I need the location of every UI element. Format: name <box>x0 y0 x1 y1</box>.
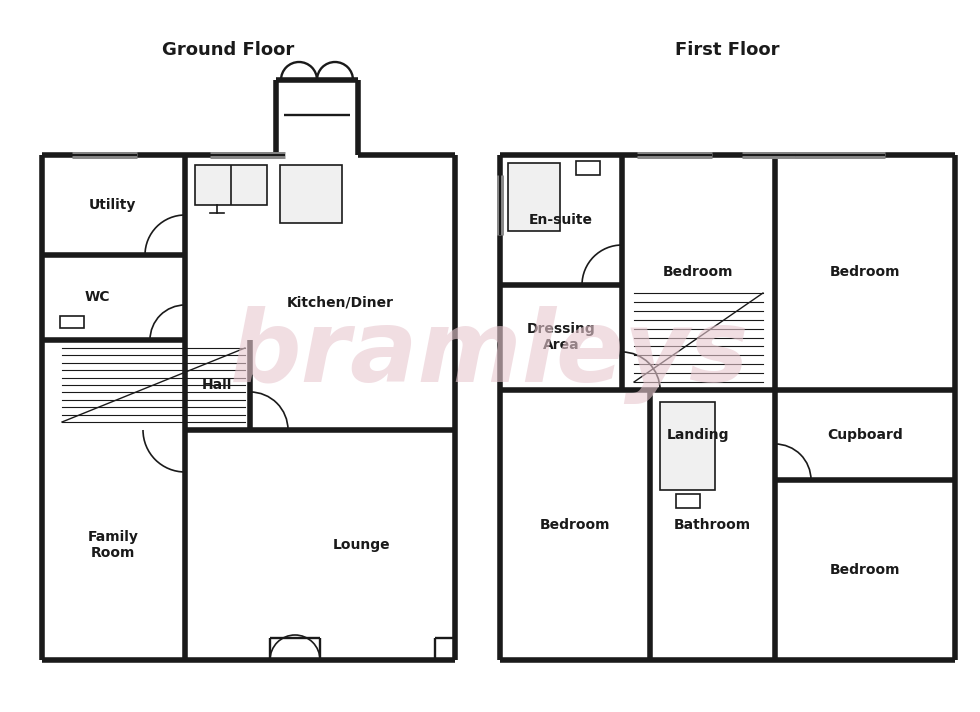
Text: Utility: Utility <box>88 198 135 212</box>
Text: Kitchen/Diner: Kitchen/Diner <box>286 295 394 309</box>
Text: WC: WC <box>84 290 110 304</box>
Text: Cupboard: Cupboard <box>827 428 903 442</box>
Bar <box>508 163 560 231</box>
Bar <box>195 165 267 205</box>
Text: Dressing
Area: Dressing Area <box>526 322 596 352</box>
Text: Ground Floor: Ground Floor <box>162 41 294 59</box>
Bar <box>576 161 600 175</box>
Text: En-suite: En-suite <box>529 213 593 227</box>
Bar <box>280 165 342 223</box>
Text: Hall: Hall <box>202 378 232 392</box>
Text: bramleys: bramleys <box>230 306 750 404</box>
Text: Bathroom: Bathroom <box>673 518 751 532</box>
Text: First Floor: First Floor <box>675 41 779 59</box>
Text: Landing: Landing <box>666 428 729 442</box>
Text: Bedroom: Bedroom <box>830 563 901 577</box>
Bar <box>676 494 700 508</box>
Text: Family
Room: Family Room <box>87 530 138 560</box>
Bar <box>660 402 715 490</box>
Bar <box>60 316 84 328</box>
Text: Bedroom: Bedroom <box>540 518 611 532</box>
Text: Bedroom: Bedroom <box>830 265 901 279</box>
Text: Lounge: Lounge <box>333 538 391 552</box>
Text: Bedroom: Bedroom <box>662 265 733 279</box>
